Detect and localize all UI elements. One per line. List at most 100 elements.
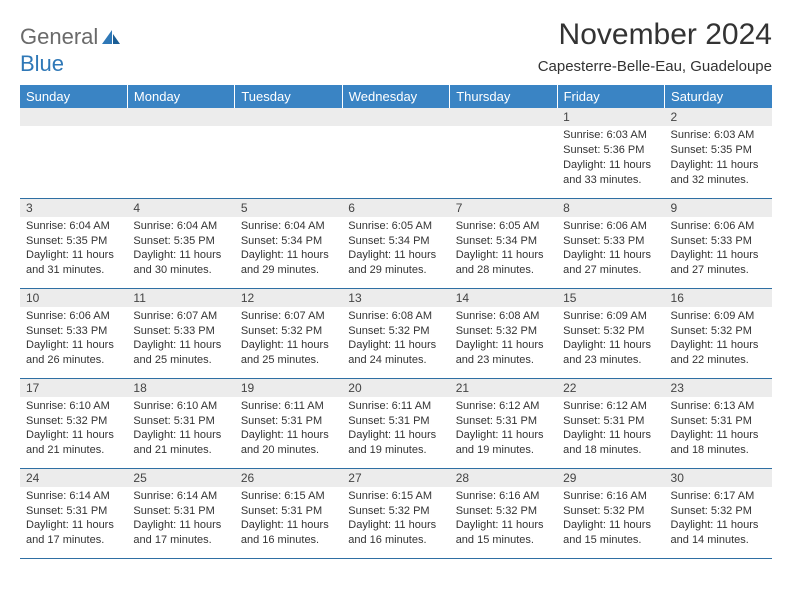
day-details: Sunrise: 6:06 AMSunset: 5:33 PMDaylight:…: [557, 217, 664, 282]
day-details: Sunrise: 6:07 AMSunset: 5:32 PMDaylight:…: [235, 307, 342, 372]
daylight-text: Daylight: 11 hours and 28 minutes.: [456, 248, 551, 278]
day-number: 4: [127, 199, 234, 217]
sunrise-text: Sunrise: 6:04 AM: [241, 219, 336, 234]
calendar-cell: 8Sunrise: 6:06 AMSunset: 5:33 PMDaylight…: [557, 198, 664, 288]
calendar-cell: 25Sunrise: 6:14 AMSunset: 5:31 PMDayligh…: [127, 468, 234, 558]
day-number: [450, 108, 557, 126]
day-number: 10: [20, 289, 127, 307]
calendar-cell: 9Sunrise: 6:06 AMSunset: 5:33 PMDaylight…: [665, 198, 772, 288]
daylight-text: Daylight: 11 hours and 29 minutes.: [241, 248, 336, 278]
day-details: Sunrise: 6:04 AMSunset: 5:35 PMDaylight:…: [20, 217, 127, 282]
day-number: 9: [665, 199, 772, 217]
brand-part1: General: [20, 24, 98, 49]
daylight-text: Daylight: 11 hours and 27 minutes.: [671, 248, 766, 278]
sunset-text: Sunset: 5:32 PM: [456, 324, 551, 339]
day-details: Sunrise: 6:10 AMSunset: 5:31 PMDaylight:…: [127, 397, 234, 462]
daylight-text: Daylight: 11 hours and 21 minutes.: [26, 428, 121, 458]
sail-icon: [100, 28, 122, 51]
sunset-text: Sunset: 5:31 PM: [671, 414, 766, 429]
sunrise-text: Sunrise: 6:06 AM: [26, 309, 121, 324]
sunset-text: Sunset: 5:31 PM: [133, 414, 228, 429]
day-details: Sunrise: 6:13 AMSunset: 5:31 PMDaylight:…: [665, 397, 772, 462]
day-details: Sunrise: 6:12 AMSunset: 5:31 PMDaylight:…: [450, 397, 557, 462]
day-details: Sunrise: 6:04 AMSunset: 5:34 PMDaylight:…: [235, 217, 342, 282]
calendar-cell: 4Sunrise: 6:04 AMSunset: 5:35 PMDaylight…: [127, 198, 234, 288]
daylight-text: Daylight: 11 hours and 31 minutes.: [26, 248, 121, 278]
day-details: Sunrise: 6:11 AMSunset: 5:31 PMDaylight:…: [235, 397, 342, 462]
sunrise-text: Sunrise: 6:09 AM: [671, 309, 766, 324]
daylight-text: Daylight: 11 hours and 33 minutes.: [563, 158, 658, 188]
daylight-text: Daylight: 11 hours and 20 minutes.: [241, 428, 336, 458]
day-details: Sunrise: 6:16 AMSunset: 5:32 PMDaylight:…: [450, 487, 557, 552]
day-details: Sunrise: 6:12 AMSunset: 5:31 PMDaylight:…: [557, 397, 664, 462]
sunrise-text: Sunrise: 6:03 AM: [671, 128, 766, 143]
sunrise-text: Sunrise: 6:12 AM: [456, 399, 551, 414]
sunrise-text: Sunrise: 6:07 AM: [241, 309, 336, 324]
sunset-text: Sunset: 5:31 PM: [456, 414, 551, 429]
sunrise-text: Sunrise: 6:05 AM: [456, 219, 551, 234]
day-header: Monday: [127, 85, 234, 108]
daylight-text: Daylight: 11 hours and 18 minutes.: [671, 428, 766, 458]
day-number: 5: [235, 199, 342, 217]
sunrise-text: Sunrise: 6:04 AM: [133, 219, 228, 234]
sunset-text: Sunset: 5:33 PM: [26, 324, 121, 339]
day-details: [20, 126, 127, 186]
sunset-text: Sunset: 5:34 PM: [241, 234, 336, 249]
sunset-text: Sunset: 5:35 PM: [671, 143, 766, 158]
sunset-text: Sunset: 5:35 PM: [26, 234, 121, 249]
calendar-cell: 20Sunrise: 6:11 AMSunset: 5:31 PMDayligh…: [342, 378, 449, 468]
daylight-text: Daylight: 11 hours and 30 minutes.: [133, 248, 228, 278]
sunrise-text: Sunrise: 6:04 AM: [26, 219, 121, 234]
sunset-text: Sunset: 5:31 PM: [241, 504, 336, 519]
calendar-cell: 10Sunrise: 6:06 AMSunset: 5:33 PMDayligh…: [20, 288, 127, 378]
day-number: 17: [20, 379, 127, 397]
calendar-cell: [127, 108, 234, 198]
sunrise-text: Sunrise: 6:10 AM: [133, 399, 228, 414]
daylight-text: Daylight: 11 hours and 29 minutes.: [348, 248, 443, 278]
calendar-cell: 18Sunrise: 6:10 AMSunset: 5:31 PMDayligh…: [127, 378, 234, 468]
sunset-text: Sunset: 5:32 PM: [348, 504, 443, 519]
daylight-text: Daylight: 11 hours and 17 minutes.: [133, 518, 228, 548]
day-details: Sunrise: 6:06 AMSunset: 5:33 PMDaylight:…: [20, 307, 127, 372]
daylight-text: Daylight: 11 hours and 19 minutes.: [348, 428, 443, 458]
sunset-text: Sunset: 5:32 PM: [241, 324, 336, 339]
day-header: Friday: [557, 85, 664, 108]
daylight-text: Daylight: 11 hours and 18 minutes.: [563, 428, 658, 458]
sunrise-text: Sunrise: 6:05 AM: [348, 219, 443, 234]
day-details: Sunrise: 6:15 AMSunset: 5:32 PMDaylight:…: [342, 487, 449, 552]
sunrise-text: Sunrise: 6:15 AM: [348, 489, 443, 504]
day-number: 15: [557, 289, 664, 307]
day-details: Sunrise: 6:11 AMSunset: 5:31 PMDaylight:…: [342, 397, 449, 462]
day-number: 6: [342, 199, 449, 217]
calendar-cell: [342, 108, 449, 198]
calendar-cell: 1Sunrise: 6:03 AMSunset: 5:36 PMDaylight…: [557, 108, 664, 198]
sunset-text: Sunset: 5:34 PM: [456, 234, 551, 249]
brand-part2: Blue: [20, 51, 64, 76]
sunrise-text: Sunrise: 6:03 AM: [563, 128, 658, 143]
calendar-cell: 21Sunrise: 6:12 AMSunset: 5:31 PMDayligh…: [450, 378, 557, 468]
sunset-text: Sunset: 5:31 PM: [26, 504, 121, 519]
sunset-text: Sunset: 5:32 PM: [671, 324, 766, 339]
calendar-page: General Blue November 2024 Capesterre-Be…: [0, 0, 792, 569]
day-details: Sunrise: 6:17 AMSunset: 5:32 PMDaylight:…: [665, 487, 772, 552]
page-subtitle: Capesterre-Belle-Eau, Guadeloupe: [538, 58, 772, 75]
calendar-cell: 29Sunrise: 6:16 AMSunset: 5:32 PMDayligh…: [557, 468, 664, 558]
calendar-cell: 28Sunrise: 6:16 AMSunset: 5:32 PMDayligh…: [450, 468, 557, 558]
sunset-text: Sunset: 5:32 PM: [563, 504, 658, 519]
calendar-cell: 7Sunrise: 6:05 AMSunset: 5:34 PMDaylight…: [450, 198, 557, 288]
sunrise-text: Sunrise: 6:14 AM: [26, 489, 121, 504]
day-number: 18: [127, 379, 234, 397]
day-details: [450, 126, 557, 186]
calendar-week-row: 10Sunrise: 6:06 AMSunset: 5:33 PMDayligh…: [20, 288, 772, 378]
calendar-cell: 30Sunrise: 6:17 AMSunset: 5:32 PMDayligh…: [665, 468, 772, 558]
calendar-cell: 17Sunrise: 6:10 AMSunset: 5:32 PMDayligh…: [20, 378, 127, 468]
calendar-cell: [235, 108, 342, 198]
day-details: Sunrise: 6:14 AMSunset: 5:31 PMDaylight:…: [127, 487, 234, 552]
day-number: 26: [235, 469, 342, 487]
sunrise-text: Sunrise: 6:09 AM: [563, 309, 658, 324]
calendar-cell: 5Sunrise: 6:04 AMSunset: 5:34 PMDaylight…: [235, 198, 342, 288]
calendar-cell: 24Sunrise: 6:14 AMSunset: 5:31 PMDayligh…: [20, 468, 127, 558]
daylight-text: Daylight: 11 hours and 23 minutes.: [456, 338, 551, 368]
calendar-week-row: 3Sunrise: 6:04 AMSunset: 5:35 PMDaylight…: [20, 198, 772, 288]
day-details: Sunrise: 6:09 AMSunset: 5:32 PMDaylight:…: [665, 307, 772, 372]
